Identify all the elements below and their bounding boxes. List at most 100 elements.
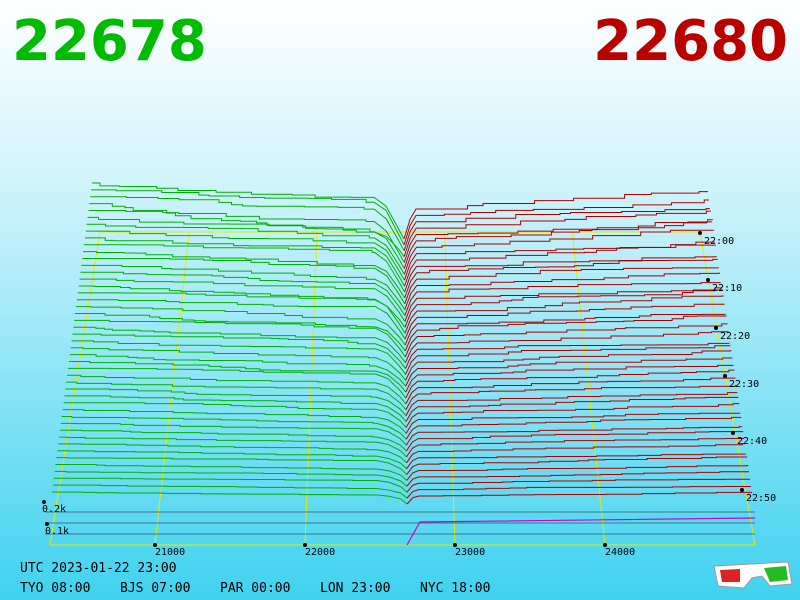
tick-dot: [698, 231, 702, 235]
ask-curve: [405, 396, 739, 422]
tick-dot: [723, 374, 727, 378]
ask-curve: [405, 416, 742, 440]
bid-curve: [61, 415, 407, 440]
bid-curve: [67, 374, 407, 405]
ask-curve: [406, 465, 749, 481]
front-ask-curve: [406, 517, 756, 546]
ask-curve: [404, 287, 722, 322]
bid-curve: [89, 203, 405, 257]
ask-curve: [404, 258, 718, 299]
bid-curve: [88, 209, 405, 263]
ask-curve: [405, 377, 736, 405]
bid-curve: [75, 312, 406, 352]
price-grid-line: [444, 231, 456, 546]
ask-curve: [403, 229, 714, 275]
tick-dot: [153, 543, 157, 547]
depth-label: 0.2k: [42, 504, 66, 515]
ask-curve: [403, 221, 712, 263]
tick-dot: [714, 326, 718, 330]
zone-time: TYO 08:00: [20, 581, 90, 596]
ask-curve: [403, 210, 711, 257]
bid-curve: [81, 264, 406, 310]
bid-curve: [80, 271, 406, 316]
zone-time: LON 23:00: [320, 581, 390, 596]
bid-curve: [79, 278, 406, 322]
bid-curve: [74, 319, 406, 358]
bid-price: 22678: [12, 9, 207, 74]
bid-curve: [54, 470, 408, 487]
ask-curve: [405, 342, 730, 369]
bid-curve: [90, 196, 405, 252]
bid-curve: [91, 189, 405, 246]
bid-curve: [62, 409, 407, 434]
bid-curve: [71, 340, 406, 375]
ask-curve: [404, 267, 719, 304]
time-label: 22:10: [712, 283, 742, 294]
ask-curve: [404, 295, 724, 334]
bid-curve: [68, 367, 407, 399]
ask-curve: [405, 426, 743, 446]
ask-curve: [405, 431, 744, 452]
ask-curve: [405, 350, 732, 381]
price-label: 21000: [155, 547, 185, 558]
tick-dot: [740, 488, 744, 492]
ask-curve: [406, 456, 748, 475]
time-label: 22:50: [746, 493, 776, 504]
ask-curve: [406, 491, 752, 505]
axis-labels: 21000 22000 23000 24000 22:00 22:10 22:20 22:30…: [42, 231, 776, 558]
time-label: 22:40: [737, 436, 767, 447]
bid-curve: [56, 457, 408, 475]
3d-glasses-icon: [713, 561, 793, 589]
bid-curve: [84, 244, 406, 293]
zone-time: BJS 07:00: [120, 581, 190, 596]
ask-curve: [405, 384, 737, 411]
depth-label: 0.1k: [45, 526, 69, 537]
bid-curve: [65, 388, 407, 416]
ask-curve: [404, 289, 723, 328]
ask-curve: [404, 272, 720, 310]
bid-curve: [83, 251, 406, 299]
bid-curve: [73, 326, 406, 363]
zone-time: PAR 00:00: [220, 581, 290, 596]
ask-curve: [404, 315, 727, 352]
utc-time: UTC 2023-01-22 23:00: [20, 561, 177, 576]
tick-dot: [706, 278, 710, 282]
bid-curve: [53, 477, 408, 493]
bid-curve: [64, 395, 407, 422]
bid-curve: [58, 443, 407, 464]
ask-curve: [405, 364, 734, 393]
ask-curve: [405, 412, 741, 434]
zone-time: NYC 18:00: [420, 581, 490, 596]
price-label: 23000: [455, 547, 485, 558]
bid-curve: [84, 237, 405, 287]
ask-curve: [404, 256, 717, 293]
tick-dot: [603, 543, 607, 547]
ask-curve: [403, 208, 710, 251]
ask-curve: [403, 241, 715, 281]
ask-curve: [406, 471, 750, 487]
bid-curve: [78, 285, 406, 328]
ask-curve: [404, 244, 716, 287]
tick-dot: [45, 522, 49, 526]
bid-curve: [57, 450, 407, 470]
ask-curve: [405, 357, 733, 387]
ask-curve: [405, 369, 735, 399]
time-label: 22:00: [704, 236, 734, 247]
ask-curve: [406, 443, 746, 464]
ask-curve: [403, 191, 708, 240]
bid-curve: [85, 230, 405, 281]
bid-curve: [55, 464, 408, 481]
ask-curve: [405, 345, 731, 375]
tick-dot: [42, 500, 46, 504]
bid-curve: [68, 361, 407, 393]
bid-curve: [63, 402, 407, 428]
price-label: 24000: [605, 547, 635, 558]
ask-curve: [406, 453, 747, 469]
bid-curve: [86, 223, 405, 275]
ask-curve: [403, 219, 713, 269]
bid-curve: [52, 491, 408, 505]
tick-dot: [731, 431, 735, 435]
ask-curve: [404, 282, 721, 316]
bid-curve: [69, 354, 407, 387]
